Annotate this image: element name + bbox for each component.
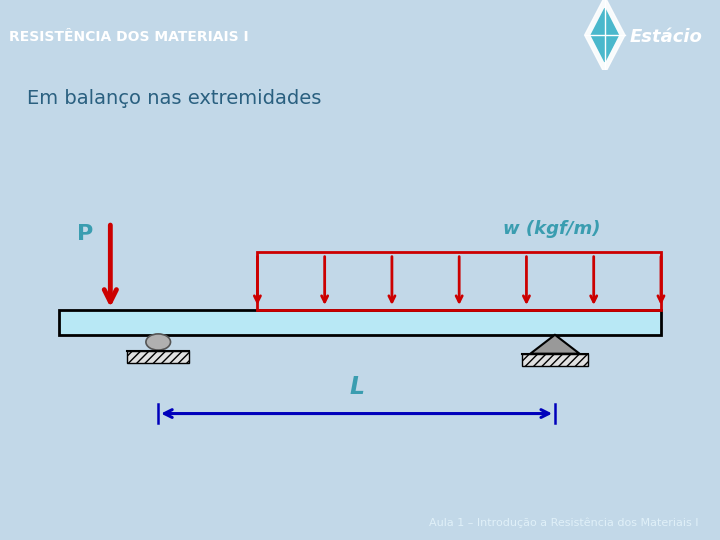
- Bar: [127, 350, 189, 363]
- Text: L: L: [349, 375, 364, 399]
- Text: RESISTÊNCIA DOS MATERIAIS I: RESISTÊNCIA DOS MATERIAIS I: [9, 30, 249, 44]
- Text: Em balanço nas extremidades: Em balanço nas extremidades: [27, 89, 322, 108]
- Bar: [59, 310, 661, 335]
- Text: P: P: [77, 224, 93, 244]
- Polygon shape: [585, 0, 625, 73]
- Bar: [258, 252, 661, 310]
- Text: Estácio: Estácio: [630, 28, 703, 45]
- Polygon shape: [531, 335, 580, 354]
- Text: w (kgf/m): w (kgf/m): [503, 220, 600, 238]
- Bar: [522, 354, 588, 366]
- Circle shape: [146, 334, 171, 350]
- Polygon shape: [591, 9, 618, 62]
- Text: Aula 1 – Introdução a Resistência dos Materiais I: Aula 1 – Introdução a Resistência dos Ma…: [429, 518, 698, 528]
